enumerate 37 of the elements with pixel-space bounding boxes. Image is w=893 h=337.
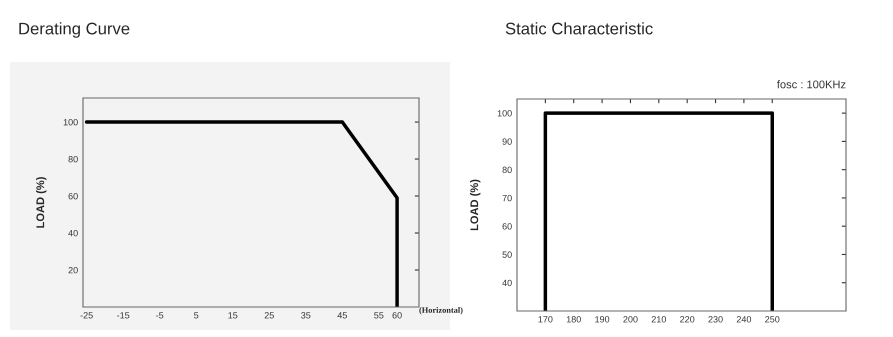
x-tick-label: 230 (708, 316, 723, 322)
x-tick-label: 180 (566, 316, 581, 322)
x-tick-label: 45 (337, 312, 347, 318)
y-axis-title: LOAD (%) (470, 180, 480, 230)
x-tick-label: 60 (392, 312, 402, 318)
y-tick-label: 20 (68, 266, 78, 274)
x-tick-label: 5 (194, 312, 198, 318)
x-tick-label: 25 (264, 312, 274, 318)
y-tick-label: 40 (502, 280, 512, 286)
x-tick-label: -15 (117, 312, 130, 318)
chart-title: Derating Curve (19, 22, 130, 38)
x-tick-label: 200 (623, 316, 638, 322)
y-tick-label: 80 (68, 156, 78, 162)
x-axis-title: (Horizontal) (419, 307, 463, 315)
x-tick-label: 210 (652, 316, 666, 322)
x-tick-label: 55 (374, 312, 384, 318)
chart-title: Static Characteristic (506, 22, 653, 34)
x-tick-label: 15 (228, 312, 238, 318)
y-tick-label: 90 (502, 138, 512, 145)
x-tick-label: 190 (595, 316, 610, 322)
y-tick-label: 50 (502, 251, 512, 258)
x-tick-label: 220 (680, 316, 694, 322)
y-tick-label: 70 (502, 194, 512, 202)
text: fosc : 100KHz (776, 80, 846, 88)
x-tick-label: -5 (156, 312, 164, 318)
x-tick-label: 35 (301, 312, 310, 318)
y-tick-label: 100 (498, 110, 512, 116)
y-tick-label: 40 (68, 230, 78, 236)
y-axis-title: LOAD (%) (36, 177, 46, 228)
y-tick-label: 80 (502, 166, 512, 174)
x-tick-label: 250 (765, 316, 780, 322)
x-tick-label: -25 (80, 312, 93, 318)
x-tick-label: 240 (736, 316, 752, 322)
y-tick-label: 60 (502, 223, 512, 230)
y-tick-label: 60 (68, 192, 78, 200)
y-tick-label: 100 (64, 119, 78, 126)
x-tick-label: 170 (538, 316, 553, 322)
